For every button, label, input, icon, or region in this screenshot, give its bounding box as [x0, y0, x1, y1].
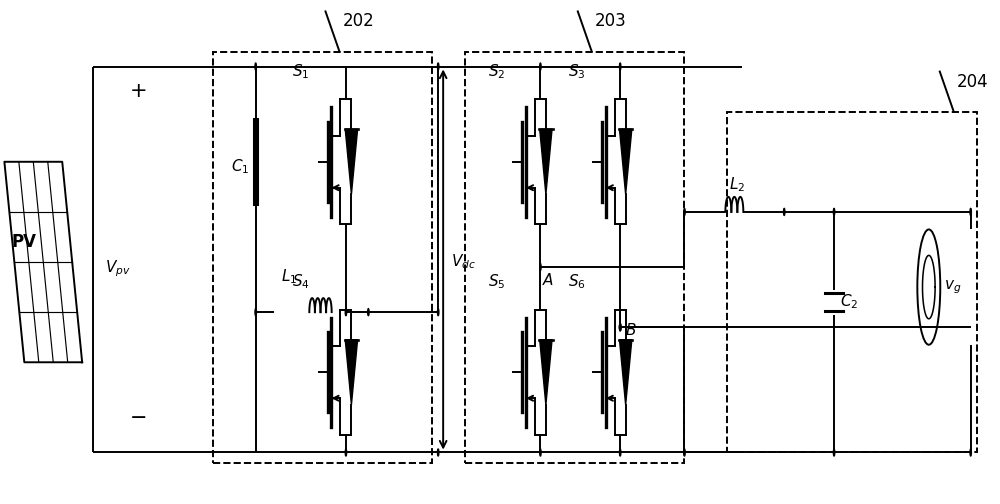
Text: 203: 203 [595, 13, 626, 30]
Circle shape [619, 324, 621, 331]
Text: $C_2$: $C_2$ [840, 293, 858, 311]
Text: 204: 204 [957, 73, 988, 91]
Text: $S_2$: $S_2$ [488, 62, 506, 81]
Circle shape [437, 308, 439, 316]
Circle shape [255, 63, 256, 70]
Polygon shape [540, 340, 552, 405]
Circle shape [437, 449, 439, 456]
Text: $C_1$: $C_1$ [231, 157, 249, 176]
Polygon shape [345, 129, 358, 195]
Circle shape [540, 449, 541, 456]
Polygon shape [540, 129, 552, 195]
Circle shape [368, 308, 369, 316]
Text: $v_g$: $v_g$ [944, 278, 962, 296]
Text: $L_2$: $L_2$ [729, 175, 746, 194]
Circle shape [784, 208, 785, 215]
Text: 202: 202 [342, 13, 374, 30]
Text: PV: PV [11, 233, 36, 251]
Text: $S_1$: $S_1$ [292, 62, 309, 81]
Circle shape [684, 449, 685, 456]
Polygon shape [619, 129, 632, 195]
Text: $S_5$: $S_5$ [488, 273, 506, 291]
Text: $S_4$: $S_4$ [292, 273, 309, 291]
Text: $A$: $A$ [542, 272, 555, 288]
Circle shape [540, 63, 541, 70]
Circle shape [345, 449, 347, 456]
Circle shape [540, 264, 541, 271]
Polygon shape [345, 340, 358, 405]
Text: $-$: $-$ [129, 407, 146, 426]
Circle shape [970, 449, 971, 456]
Circle shape [833, 208, 835, 215]
Text: $S_3$: $S_3$ [568, 62, 586, 81]
Circle shape [970, 208, 971, 215]
Text: $+$: $+$ [129, 82, 146, 101]
Polygon shape [619, 340, 632, 405]
Circle shape [345, 308, 347, 316]
Circle shape [619, 63, 621, 70]
Circle shape [619, 324, 621, 331]
Circle shape [833, 449, 835, 456]
Circle shape [255, 308, 256, 316]
Text: $V_{dc}$: $V_{dc}$ [451, 253, 476, 271]
Text: $S_6$: $S_6$ [568, 273, 586, 291]
Text: $L_1$: $L_1$ [281, 268, 297, 286]
Text: $B$: $B$ [625, 322, 637, 338]
Circle shape [437, 63, 439, 70]
Circle shape [619, 324, 621, 331]
Circle shape [684, 208, 685, 215]
Text: $V_{pv}$: $V_{pv}$ [105, 258, 131, 279]
Circle shape [619, 449, 621, 456]
